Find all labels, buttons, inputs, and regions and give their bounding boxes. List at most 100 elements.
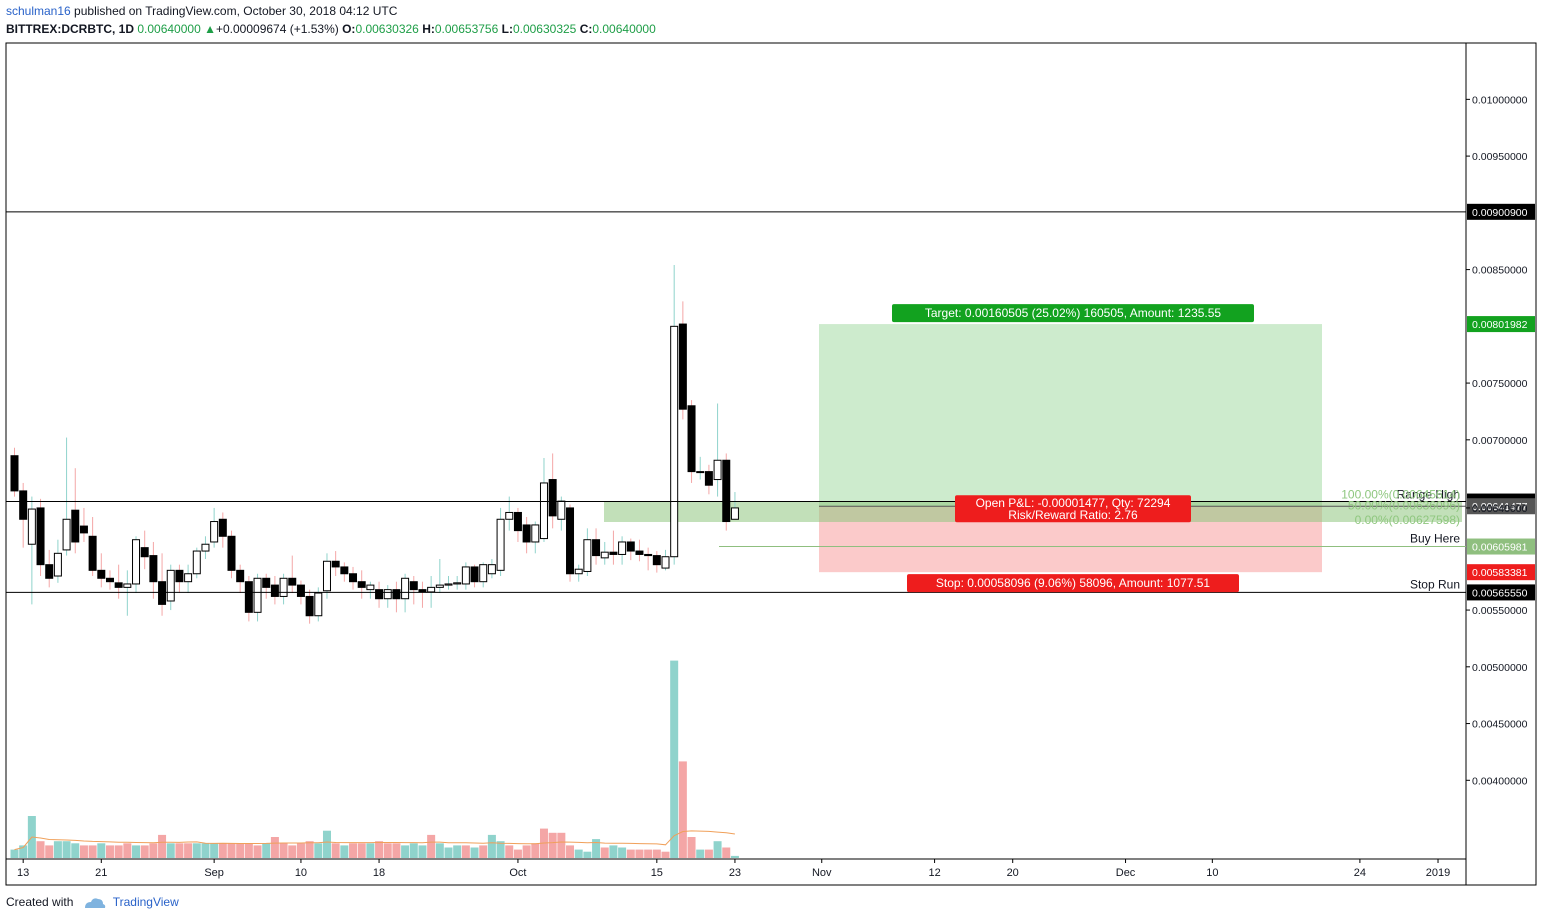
candle-up <box>192 550 201 575</box>
volume-bar <box>140 845 149 858</box>
candle-down <box>45 564 54 579</box>
open-label: O: <box>342 22 356 36</box>
candle-down <box>244 581 253 613</box>
time-tick-label: 2019 <box>1426 867 1450 879</box>
candle-down <box>609 551 618 555</box>
candle-up <box>444 583 453 586</box>
candle-up <box>479 564 488 583</box>
volume-bar <box>687 837 696 858</box>
candle-up <box>184 573 193 583</box>
volume-bar <box>375 841 384 858</box>
candle-down <box>375 589 384 600</box>
volume-bar <box>201 843 210 858</box>
candle-down <box>349 573 358 583</box>
candle-down <box>418 589 427 593</box>
candle-down <box>270 584 279 597</box>
candle-up <box>505 511 514 520</box>
candle-down <box>140 547 149 558</box>
candle-up <box>574 568 583 575</box>
candle-down <box>470 566 479 583</box>
candle-up <box>62 518 71 551</box>
risk-reward-label: Risk/Reward Ratio: 2.76 <box>1008 508 1138 522</box>
volume-bar <box>36 841 45 858</box>
volume-bar <box>296 843 305 858</box>
candle-down <box>114 582 123 588</box>
volume-bar <box>704 849 713 858</box>
price-change: +0.00009674 (+1.53%) <box>215 22 339 36</box>
volume-bar <box>210 843 219 858</box>
price-tick-label: 0.00850000 <box>1472 265 1528 277</box>
volume-bar <box>600 847 609 858</box>
time-tick-label: 23 <box>729 867 741 879</box>
volume-bar <box>453 845 462 858</box>
time-tick-label: 15 <box>651 867 663 879</box>
volume-bar <box>262 843 271 858</box>
candle-down <box>305 595 314 617</box>
candle-up <box>253 577 262 613</box>
volume-bar <box>132 845 141 858</box>
candle-up <box>670 325 679 558</box>
volume-bar <box>461 845 470 858</box>
volume-bar <box>513 849 522 858</box>
volume-bar <box>696 849 705 858</box>
volume-bar <box>670 660 679 858</box>
volume-bar <box>279 843 288 858</box>
time-tick-label: 24 <box>1354 867 1366 879</box>
volume-bar <box>644 849 653 858</box>
candle-down <box>71 509 80 543</box>
volume-bar <box>227 843 236 858</box>
candle-up <box>322 560 331 592</box>
volume-bar <box>331 843 340 858</box>
candle-up <box>600 551 609 559</box>
time-tick-label: Dec <box>1116 867 1136 879</box>
candle-down <box>687 405 696 473</box>
price-tick-label: 0.00605981 <box>1472 542 1528 554</box>
volume-bar <box>79 845 88 858</box>
candle-down <box>296 584 305 597</box>
target-label-box <box>892 304 1254 323</box>
symbol-name[interactable]: BITTREX:DCRBTC, 1D <box>6 22 134 36</box>
candle-up <box>730 507 739 520</box>
candle-down <box>513 511 522 532</box>
volume-bar <box>435 843 444 858</box>
candle-up <box>132 539 141 585</box>
stop-label-box <box>907 574 1239 593</box>
candle-down <box>10 455 19 492</box>
volume-bar <box>62 841 71 858</box>
volume-bar <box>652 849 661 858</box>
candle-up <box>661 556 670 569</box>
footer: Created with TradingView <box>6 895 179 910</box>
candle-down <box>105 577 114 583</box>
stop-label: Stop: 0.00058096 (9.06%) 58096, Amount: … <box>936 576 1211 590</box>
price-tick-label: 0.00450000 <box>1472 719 1528 731</box>
volume-bar <box>166 843 175 858</box>
author-link[interactable]: schulman16 <box>6 4 71 18</box>
tradingview-logo-icon <box>84 898 105 908</box>
volume-bar <box>626 849 635 858</box>
tradingview-link[interactable]: TradingView <box>112 895 179 909</box>
volume-bar <box>470 847 479 858</box>
publish-info: schulman16 published on TradingView.com,… <box>6 4 397 18</box>
volume-bar <box>253 845 262 858</box>
candle-up <box>27 508 36 545</box>
price-tick-label: 0.00900900 <box>1472 207 1528 219</box>
volume-bar <box>383 843 392 858</box>
candle-down <box>409 581 418 591</box>
price-tag <box>1467 316 1535 333</box>
volume-bar <box>557 832 566 858</box>
price-tick-label: 0.00640000 <box>1472 503 1528 515</box>
volume-bar <box>496 841 505 858</box>
pnl-label-box <box>955 495 1191 523</box>
candle-up <box>487 564 496 575</box>
volume-bar <box>105 845 114 858</box>
candle-up <box>496 518 505 571</box>
price-tick-label: 0.00565550 <box>1472 587 1528 599</box>
fib-50-label: 50.00%(0.00636096) <box>1348 499 1460 513</box>
volume-bar <box>88 845 97 858</box>
candle-down <box>158 581 167 605</box>
volume-bar <box>635 849 644 858</box>
publish-text: published on TradingView.com, October 30… <box>70 4 398 18</box>
candle-down <box>704 471 713 486</box>
volume-bar <box>123 843 132 858</box>
